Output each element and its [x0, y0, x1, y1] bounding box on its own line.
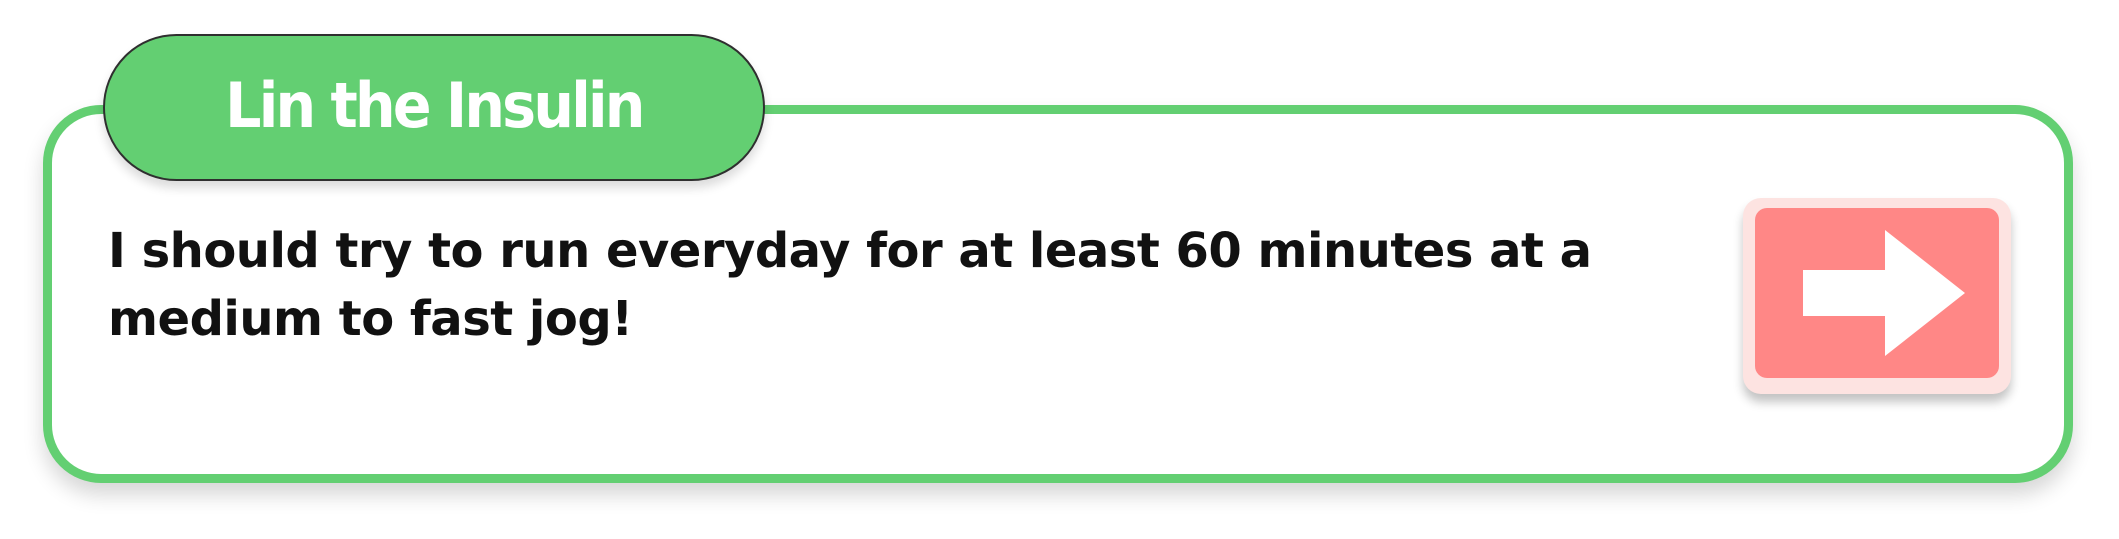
next-button-face[interactable] [1755, 208, 1999, 378]
speaker-name: Lin the Insulin [225, 68, 645, 142]
speaker-name-tab: Lin the Insulin [103, 34, 765, 181]
arrow-right-icon [1803, 230, 1965, 356]
next-button[interactable] [1743, 198, 2011, 394]
dialog-message: I should try to run everyday for at leas… [108, 223, 1592, 347]
